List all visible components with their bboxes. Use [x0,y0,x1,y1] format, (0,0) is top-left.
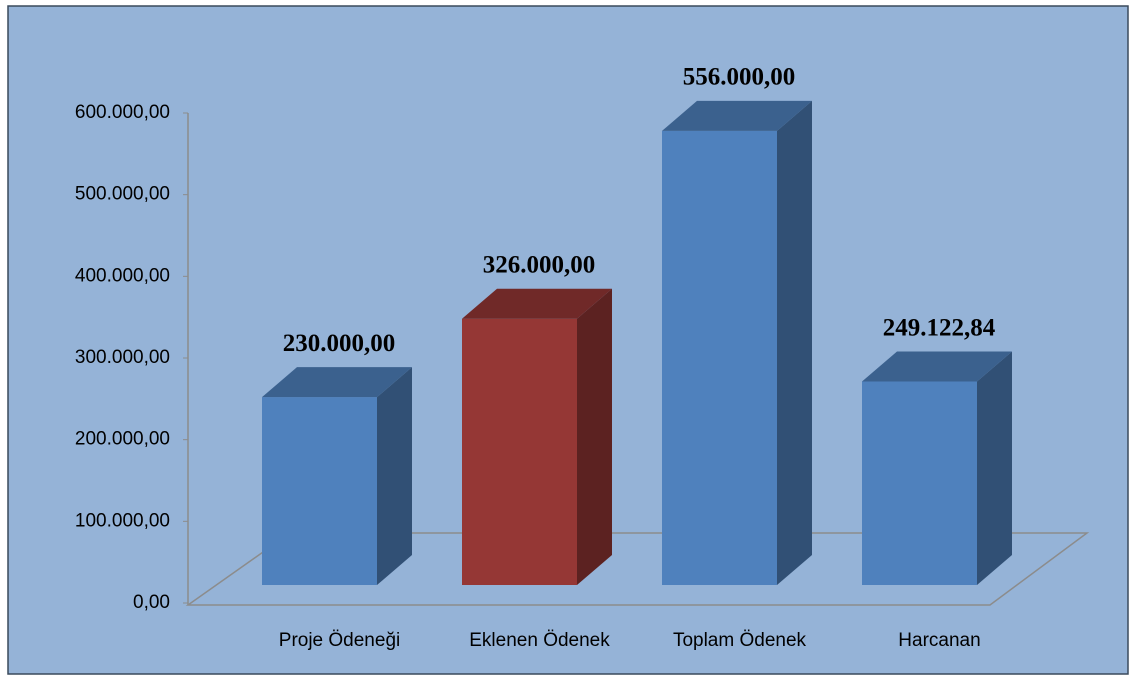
y-tick-label: 600.000,00 [75,102,170,123]
x-tick-label: Proje Ödeneği [279,630,400,651]
value-label: 556.000,00 [683,64,796,91]
x-tick-label: Toplam Ödenek [673,630,807,651]
bar [662,100,812,585]
y-tick-label: 0,00 [133,592,170,613]
bar-side [577,288,612,585]
bar-top [462,288,612,319]
y-tick-label: 400.000,00 [75,265,170,286]
bar [262,367,412,585]
bar-top [262,367,412,398]
bar-front [662,130,777,585]
y-tick-label: 500.000,00 [75,184,170,205]
x-tick-label: Eklenen Ödenek [469,630,610,651]
x-tick-label: Harcanan [898,630,980,651]
bar-front [262,397,377,585]
y-tick-label: 200.000,00 [75,429,170,450]
bar-side [377,367,412,585]
value-label: 249.122,84 [883,314,996,341]
y-tick-label: 100.000,00 [75,510,170,531]
bar-top [662,100,812,131]
y-tick-label: 300.000,00 [75,347,170,368]
bar [862,351,1012,585]
floor [185,532,1090,606]
value-label: 230.000,00 [283,330,396,357]
bar-front [462,318,577,585]
bar [462,288,612,585]
bar-side [777,100,812,585]
bar-top [862,351,1012,382]
bar-side [977,351,1012,585]
bar-front [862,381,977,585]
value-label: 326.000,00 [483,252,596,279]
